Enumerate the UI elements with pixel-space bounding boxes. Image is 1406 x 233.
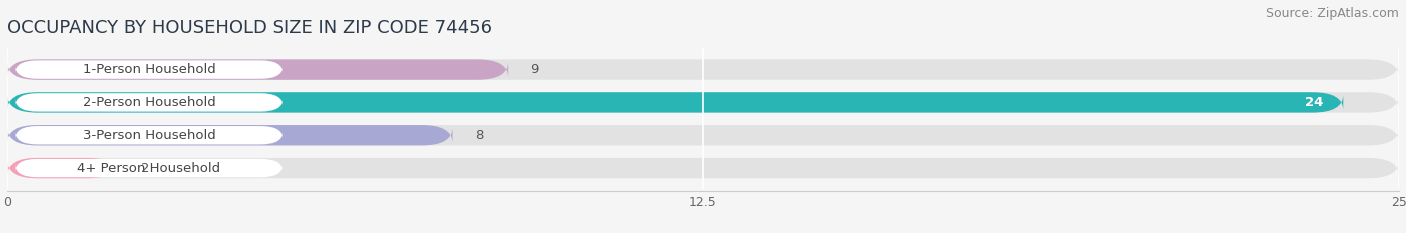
Text: 2: 2 (141, 161, 149, 175)
FancyBboxPatch shape (7, 59, 1399, 80)
FancyBboxPatch shape (7, 158, 118, 178)
FancyBboxPatch shape (15, 126, 283, 144)
FancyBboxPatch shape (7, 125, 1399, 145)
Text: 3-Person Household: 3-Person Household (83, 129, 215, 142)
Text: 1-Person Household: 1-Person Household (83, 63, 215, 76)
FancyBboxPatch shape (7, 158, 1399, 178)
FancyBboxPatch shape (15, 60, 283, 79)
Text: 24: 24 (1305, 96, 1324, 109)
Text: 9: 9 (530, 63, 538, 76)
FancyBboxPatch shape (7, 92, 1399, 113)
FancyBboxPatch shape (15, 93, 283, 112)
Text: OCCUPANCY BY HOUSEHOLD SIZE IN ZIP CODE 74456: OCCUPANCY BY HOUSEHOLD SIZE IN ZIP CODE … (7, 19, 492, 37)
Text: 8: 8 (475, 129, 484, 142)
Text: 4+ Person Household: 4+ Person Household (77, 161, 221, 175)
FancyBboxPatch shape (7, 59, 508, 80)
FancyBboxPatch shape (7, 125, 453, 145)
FancyBboxPatch shape (7, 92, 1343, 113)
Text: Source: ZipAtlas.com: Source: ZipAtlas.com (1265, 7, 1399, 20)
FancyBboxPatch shape (15, 159, 283, 177)
Text: 2-Person Household: 2-Person Household (83, 96, 215, 109)
